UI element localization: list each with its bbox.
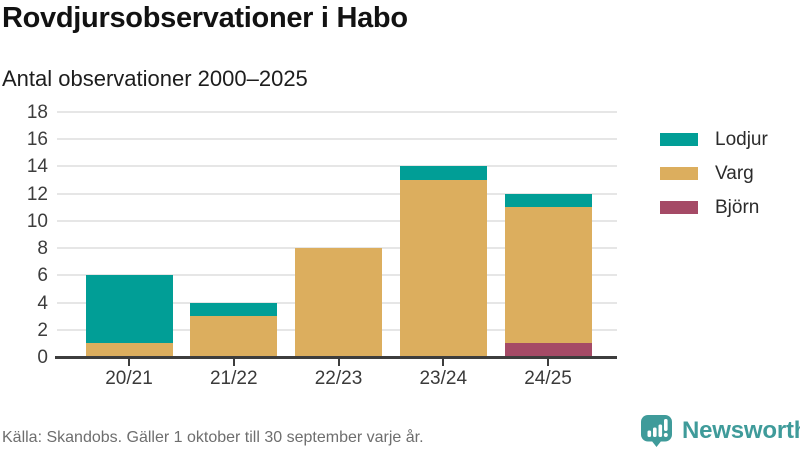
bar-segment-varg-20/21	[85, 343, 173, 357]
newsworthy-logo: Newsworthy	[640, 414, 800, 448]
bar-segment-lodjur-21/22	[190, 302, 278, 317]
y-tick-label: 2	[37, 319, 48, 341]
legend-swatch-varg	[660, 167, 698, 180]
x-tick-mark	[442, 359, 445, 366]
x-tick-mark	[547, 359, 549, 366]
y-tick-label: 10	[26, 210, 48, 232]
legend-label: Björn	[715, 197, 760, 218]
bar-segment-lodjur-24/25	[504, 193, 592, 208]
x-tick-label: 20/21	[105, 368, 153, 389]
y-tick-label: 4	[37, 292, 48, 314]
y-tick-label: 14	[26, 156, 48, 178]
legend-label: Varg	[715, 163, 754, 184]
x-tick-mark	[232, 359, 235, 366]
gridline	[57, 165, 617, 168]
y-tick-label: 12	[26, 183, 48, 205]
bar-segment-lodjur-20/21	[85, 275, 173, 344]
legend-swatch-lodjur	[660, 133, 698, 146]
x-axis-line	[55, 356, 617, 359]
x-tick-mark	[128, 359, 130, 366]
x-tick-label: 24/25	[524, 368, 572, 389]
x-tick-label: 21/22	[209, 368, 258, 389]
legend-label: Lodjur	[715, 129, 768, 150]
gridline	[57, 138, 617, 141]
bar-segment-varg-23/24	[399, 180, 487, 357]
legend-item-björn: Björn	[660, 198, 768, 217]
source-note: Källa: Skandobs. Gäller 1 oktober till 3…	[2, 429, 424, 446]
bar-segment-varg-21/22	[190, 316, 278, 357]
bar-segment-björn-24/25	[504, 343, 592, 357]
newsworthy-wordmark: Newsworthy	[682, 417, 800, 444]
legend-item-varg: Varg	[660, 164, 768, 183]
y-tick-label: 8	[37, 238, 48, 260]
gridline	[57, 219, 617, 222]
bar-segment-lodjur-23/24	[399, 166, 487, 181]
newsworthy-icon	[641, 415, 672, 447]
y-tick-label: 16	[26, 129, 48, 151]
x-tick-mark	[337, 359, 340, 366]
gridline	[57, 111, 617, 113]
bar-segment-varg-22/23	[295, 248, 382, 357]
chart-title: Rovdjursobservationer i Habo	[2, 2, 408, 34]
x-tick-label: 22/23	[314, 368, 363, 389]
y-tick-label: 18	[26, 102, 48, 123]
gridline	[57, 192, 617, 195]
x-tick-label: 23/24	[419, 368, 468, 389]
y-tick-label: 0	[37, 347, 48, 368]
chart-subtitle: Antal observationer 2000–2025	[2, 66, 308, 91]
legend-swatch-björn	[660, 201, 698, 214]
y-tick-label: 6	[37, 265, 48, 287]
legend: Lodjur Varg Björn	[660, 130, 768, 232]
bar-segment-varg-24/25	[504, 207, 592, 344]
legend-item-lodjur: Lodjur	[660, 130, 768, 149]
